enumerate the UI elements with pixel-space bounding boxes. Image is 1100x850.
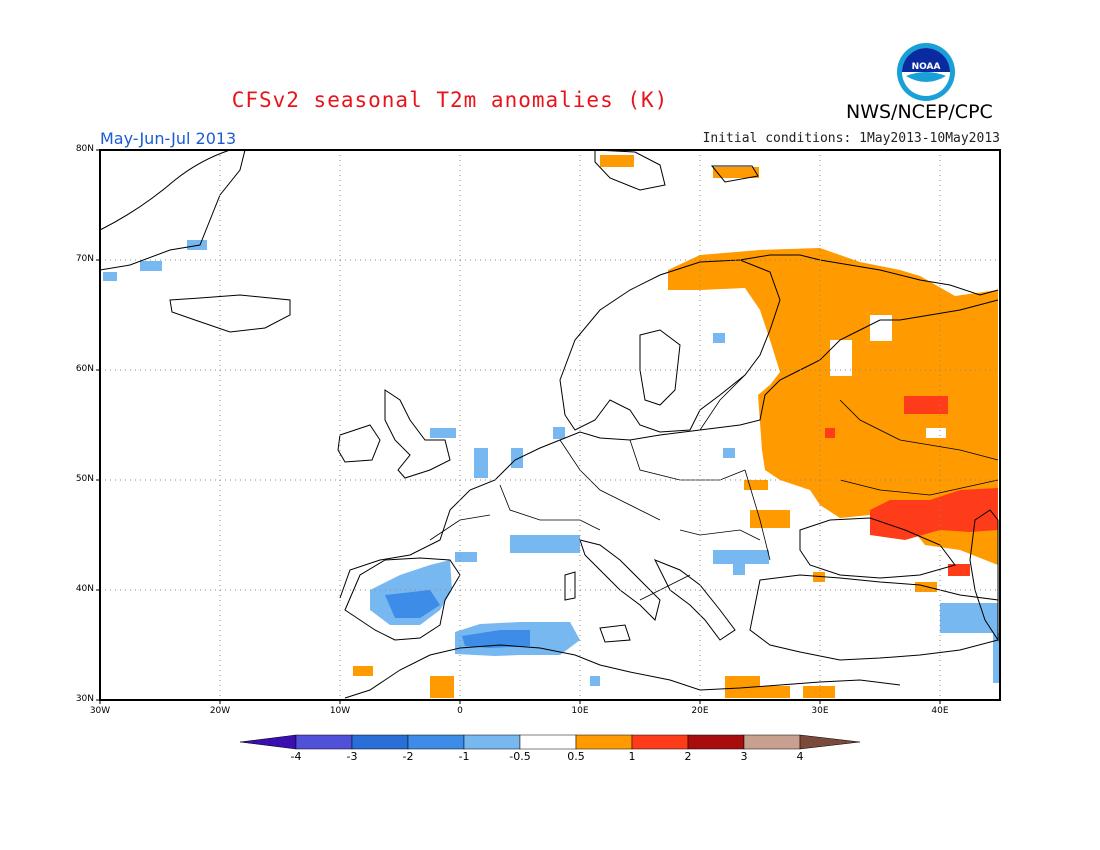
strong-warm-anomaly-region	[825, 428, 835, 438]
strong-warm-anomaly-region	[904, 396, 948, 414]
warm-anomaly-region	[750, 510, 790, 528]
cold-anomaly-region	[430, 428, 456, 438]
warm-anomaly-region	[430, 676, 454, 698]
lon-label: 10W	[329, 706, 351, 716]
lon-label: 20E	[691, 706, 709, 716]
warm-anomaly-region	[760, 686, 790, 698]
colorbar-label: 1	[628, 750, 636, 763]
colorbar-label: 2	[684, 750, 692, 763]
anomaly-shading	[103, 155, 999, 698]
warm-anomaly-region	[725, 676, 760, 698]
map-title: CFSv2 seasonal T2m anomalies (K)	[231, 88, 669, 112]
cold-anomaly-region	[713, 333, 725, 343]
map-gridlines	[100, 150, 1000, 700]
noaa-logo-icon: NOAA	[897, 43, 955, 101]
colorbar-cell	[239, 734, 297, 750]
cold-anomaly-region	[140, 261, 162, 271]
lon-label: 10E	[571, 706, 589, 716]
initial-conditions-label: Initial conditions: 1May2013-10May2013	[702, 131, 1000, 146]
cold-anomaly-region	[993, 633, 999, 683]
colorbar-cell	[351, 734, 409, 750]
lat-label: 60N	[75, 364, 94, 374]
colorbar-cell	[575, 734, 633, 750]
colorbar	[239, 734, 861, 750]
cold-anomaly-region	[455, 552, 477, 562]
lat-label: 40N	[75, 584, 94, 594]
colorbar-label: -1	[458, 750, 470, 763]
cold-anomaly-region	[510, 535, 580, 553]
warm-anomaly-region	[803, 686, 835, 698]
colorbar-label: 3	[740, 750, 748, 763]
colorbar-cell	[631, 734, 689, 750]
cold-anomaly-region	[590, 676, 600, 686]
colorbar-label: -3	[346, 750, 358, 763]
cold-anomaly-region	[385, 590, 440, 618]
colorbar-cell	[799, 734, 861, 750]
cold-anomaly-region	[474, 448, 488, 478]
lon-label: 20W	[209, 706, 231, 716]
organization-label: NWS/NCEP/CPC	[846, 101, 993, 123]
lon-label: 0	[457, 706, 463, 716]
strong-warm-anomaly-region	[948, 564, 970, 576]
lat-label: 50N	[75, 474, 94, 484]
cold-anomaly-region	[940, 603, 998, 633]
noaa-logo-text: NOAA	[912, 62, 941, 72]
warm-anomaly-region	[813, 572, 825, 582]
cold-anomaly-region	[713, 550, 769, 564]
cold-anomaly-region	[511, 448, 523, 468]
lon-label: 30E	[811, 706, 829, 716]
cold-anomaly-region	[733, 563, 745, 575]
cold-anomaly-region	[723, 448, 735, 458]
colorbar-label: 0.5	[567, 750, 585, 763]
lon-label: 40E	[931, 706, 949, 716]
colorbar-cell	[295, 734, 353, 750]
lat-label: 30N	[75, 694, 94, 704]
period-label: May-Jun-Jul 2013	[100, 129, 237, 148]
cold-anomaly-region	[103, 272, 117, 281]
cold-anomaly-region	[553, 427, 565, 439]
colorbar-cell	[407, 734, 465, 750]
warm-anomaly-region	[668, 248, 998, 565]
coastlines	[99, 149, 999, 699]
warm-anomaly-region	[353, 666, 373, 676]
colorbar-label: -2	[402, 750, 414, 763]
colorbar-label: 4	[796, 750, 804, 763]
lon-label: 30W	[89, 706, 111, 716]
strong-warm-anomaly-region	[870, 488, 998, 540]
neutral-gap	[926, 428, 946, 438]
lat-label: 80N	[75, 144, 94, 154]
neutral-gap	[830, 340, 852, 376]
colorbar-cell	[463, 734, 521, 750]
warm-anomaly-region	[600, 155, 634, 167]
warm-anomaly-region	[744, 480, 768, 490]
colorbar-cell	[743, 734, 801, 750]
warm-anomaly-region	[713, 167, 759, 178]
colorbar-label: -4	[290, 750, 302, 763]
colorbar-label: -0.5	[509, 750, 531, 763]
cold-anomaly-region	[462, 630, 530, 648]
colorbar-cell	[687, 734, 745, 750]
map-frame	[99, 149, 1001, 701]
neutral-gap	[870, 315, 892, 341]
colorbar-cell	[519, 734, 577, 750]
lat-label: 70N	[75, 254, 94, 264]
